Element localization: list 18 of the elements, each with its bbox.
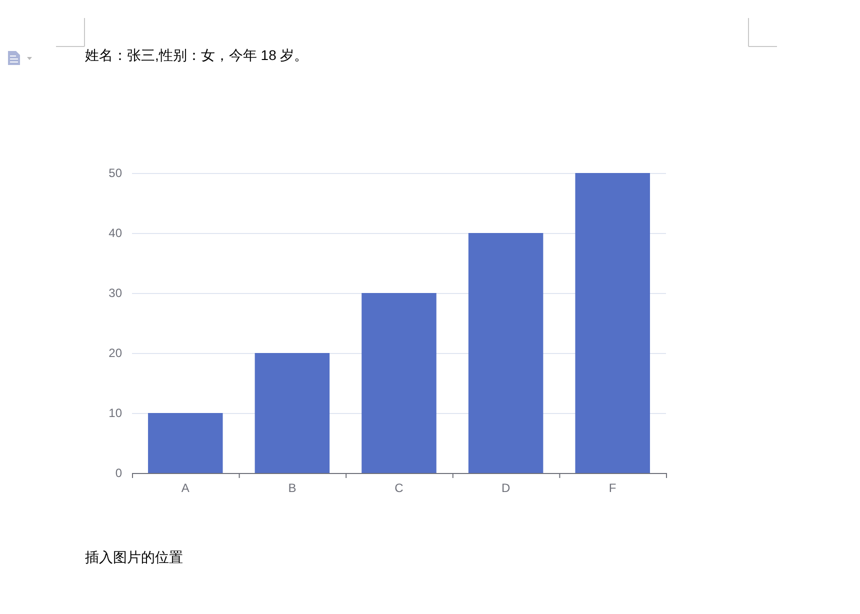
- y-tick-label: 40: [108, 226, 122, 240]
- bar: [468, 233, 544, 473]
- y-tick-label: 50: [108, 166, 122, 180]
- bar: [575, 173, 650, 473]
- x-tick-label: D: [501, 481, 510, 495]
- y-tick-label: 20: [108, 346, 122, 360]
- y-tick-label: 0: [115, 466, 122, 480]
- text: 插入图片的位置: [85, 549, 183, 565]
- y-tick-label: 30: [108, 286, 122, 300]
- chart-title: 姓名：张三,性别：女，今年 18 岁。: [85, 47, 308, 63]
- bar: [254, 353, 330, 473]
- x-tick-label: F: [608, 481, 616, 495]
- y-tick-label: 10: [108, 406, 122, 420]
- x-tick-label: B: [288, 481, 296, 495]
- x-tick-label: A: [181, 481, 190, 495]
- bar: [148, 413, 223, 473]
- x-tick-label: C: [394, 481, 404, 495]
- bar: [362, 293, 436, 473]
